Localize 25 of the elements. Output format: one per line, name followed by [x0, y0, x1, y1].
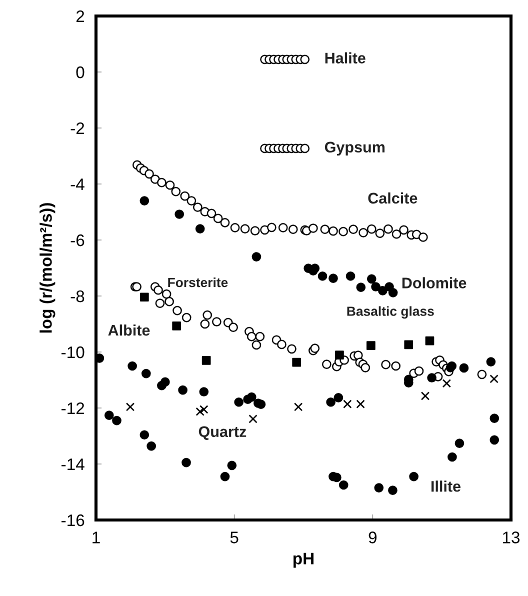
- series-label: Dolomite: [402, 277, 466, 288]
- y-tick-label: -14: [62, 458, 84, 470]
- y-tick-label: -2: [70, 122, 84, 134]
- y-tick-label: -6: [70, 234, 84, 246]
- y-tick-label: -10: [62, 346, 84, 358]
- x-tick-label: 5: [230, 532, 238, 544]
- series-label: Albite: [108, 324, 150, 336]
- y-tick-label: -8: [70, 290, 84, 302]
- y-tick-label: -16: [62, 514, 84, 526]
- series-label: Illite: [432, 480, 461, 492]
- series-label: Quartz: [198, 426, 246, 440]
- y-axis-title: log (r/(mol/m²/s)): [40, 203, 56, 333]
- x-tick-label: 1: [92, 532, 100, 544]
- x-tick-label: 9: [368, 532, 377, 544]
- series-label: Halite: [325, 52, 366, 64]
- y-tick-label: -4: [70, 178, 84, 190]
- y-tick-label: -12: [62, 402, 84, 414]
- x-tick-label: 13: [503, 532, 520, 544]
- series-label: Basaltic glass: [347, 306, 434, 319]
- series-label: Gypsum: [324, 142, 385, 156]
- series-label: Calcite: [368, 192, 418, 204]
- series-label: Forsterite: [168, 277, 228, 288]
- y-tick-label: 0: [76, 66, 84, 78]
- y-tick-label: 2: [76, 10, 84, 22]
- x-axis-title: pH: [293, 552, 314, 568]
